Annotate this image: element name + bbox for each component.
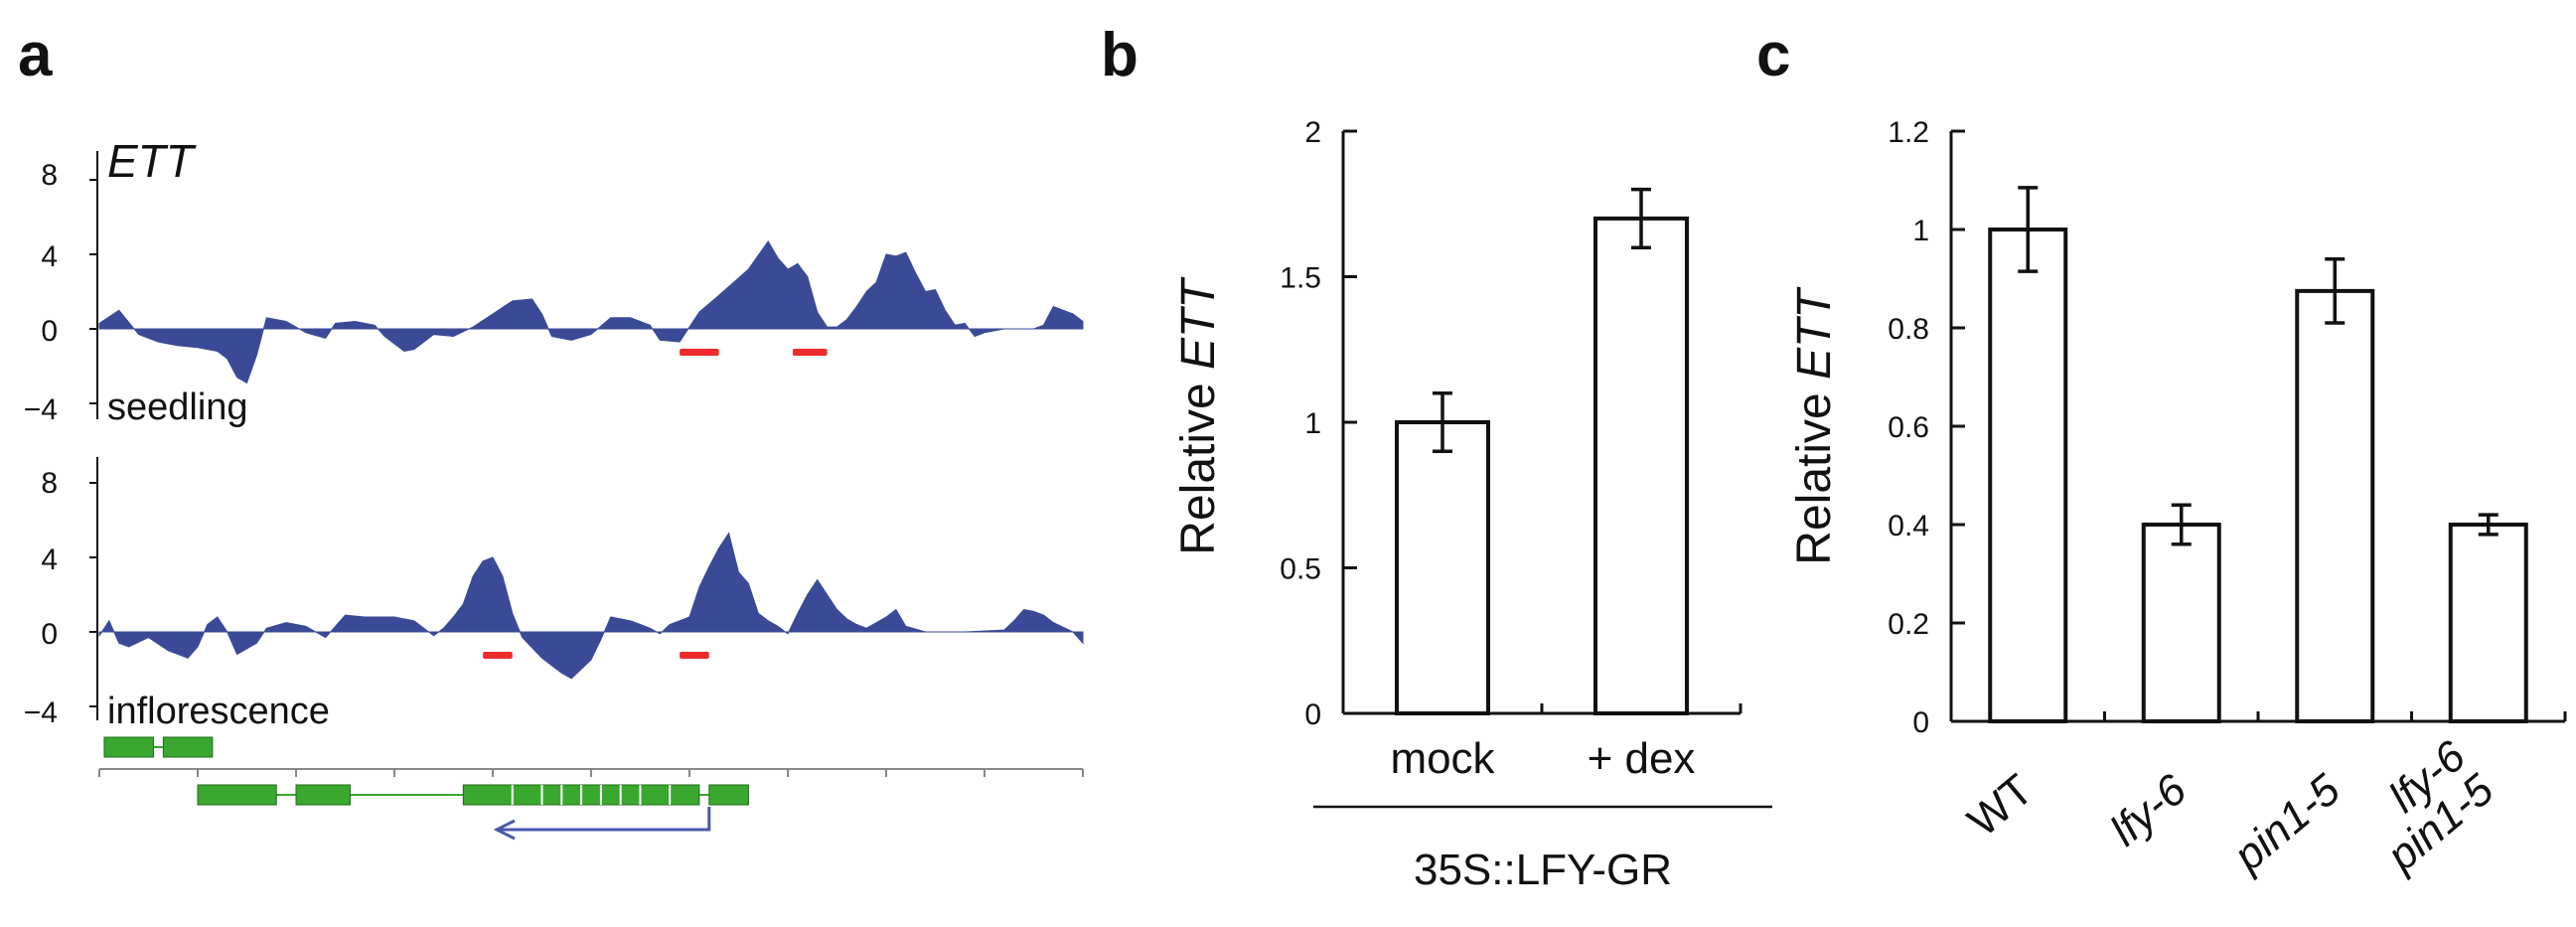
- ylabel-prefix: Relative: [1172, 370, 1225, 555]
- inflorescence-peak: [680, 652, 709, 659]
- seedling-tick-label: 8: [41, 159, 58, 192]
- c-chart-y-tick-label: 1: [1912, 215, 1929, 247]
- seedling-peak: [680, 349, 719, 356]
- panel-c-letter: c: [1756, 21, 1790, 89]
- panel-b-y-axis-title: Relative ETT: [1172, 276, 1225, 555]
- panel-c: c Relative ETT 00.20.40.60.811.2WT lfy-6 p…: [1756, 21, 2567, 882]
- inflorescence-peak-marks: [483, 652, 709, 659]
- b-chart-y-tick-label: 0: [1304, 698, 1321, 731]
- b-chart-y-tick-label: 1: [1304, 407, 1321, 440]
- panel-c-y-axis-title: Relative ETT: [1788, 286, 1841, 565]
- b-chart-bar: [1395, 420, 1490, 715]
- ylabel-prefix: Relative: [1788, 380, 1841, 565]
- gene-exon: [197, 784, 277, 806]
- seedling-track-label: seedling: [107, 386, 248, 428]
- transcription-direction-arrow: [499, 807, 711, 832]
- panel-a-gene-title: ETT: [107, 135, 197, 187]
- gene-exon: [295, 784, 351, 806]
- seedling-tick-label: −4: [24, 393, 58, 426]
- panel-c-chart: 00.20.40.60.811.2WT lfy-6 pin1-5 lfy-6pin1-…: [1888, 116, 2567, 882]
- panel-b-chart: 0 0.5 1 1.5 2 mock + dex: [1280, 116, 1743, 783]
- inflorescence-track-label: inflorescence: [107, 691, 330, 732]
- inflorescence-tick-label: 0: [41, 618, 58, 651]
- panel-b-letter: b: [1101, 21, 1138, 89]
- seedling-tick-marks: [89, 179, 97, 404]
- panel-b-group-label: 35S::LFY-GR: [1414, 846, 1672, 894]
- inflorescence-peak: [483, 652, 513, 659]
- c-chart-y-tick-label: 0.6: [1888, 411, 1929, 444]
- ylabel-gene: ETT: [1788, 286, 1841, 380]
- seedling-peak-marks: [680, 349, 828, 356]
- c-chart-bar: [2141, 523, 2221, 723]
- c-chart-bar: [1988, 228, 2068, 723]
- c-chart-bar: [2295, 288, 2375, 723]
- panel-c-category-label: lfy-6: [2101, 765, 2197, 855]
- panel-a-letter: a: [18, 21, 53, 89]
- c-chart-y-tick-label: 0.4: [1888, 510, 1929, 542]
- b-chart-y-tick-label: 2: [1304, 116, 1321, 149]
- arrow-head: [493, 819, 516, 841]
- c-chart-y-tick-label: 0.2: [1888, 608, 1929, 641]
- b-chart-bar: [1593, 216, 1689, 715]
- seedling-tick-label: 0: [41, 315, 58, 348]
- panel-b-category-label: mock: [1390, 734, 1495, 783]
- ylabel-gene: ETT: [1172, 276, 1225, 370]
- c-chart-y-tick-label: 1.2: [1888, 116, 1929, 149]
- inflorescence-tick-label: −4: [24, 696, 58, 729]
- inflorescence-tick-marks: [89, 482, 97, 707]
- b-chart-y-tick-label: 1.5: [1280, 262, 1321, 295]
- inflorescence-signal-area: [98, 532, 1084, 680]
- seedling-signal-area: [98, 239, 1084, 385]
- seedling-tick-label: 4: [41, 240, 58, 273]
- gene-model: [98, 736, 1084, 841]
- panel-b-category-label: + dex: [1588, 734, 1696, 783]
- c-chart-y-tick-label: 0: [1912, 706, 1929, 739]
- b-chart-y-tick-label: 0.5: [1280, 553, 1321, 586]
- inflorescence-tick-label: 8: [41, 467, 58, 500]
- seedling-peak: [792, 349, 828, 356]
- inflorescence-tick-label: 4: [41, 543, 58, 576]
- c-chart-y-tick-label: 0.8: [1888, 313, 1929, 346]
- panel-c-category-label: WT: [1959, 765, 2043, 847]
- panel-c-category-label: lfy-6pin1-5: [2349, 731, 2502, 881]
- gene-exon: [708, 784, 749, 806]
- panel-a: a ETT 8 4 0 −4 seedling 8 4 0 −4 inflore…: [18, 21, 1084, 841]
- gene-exon: [103, 736, 154, 758]
- c-chart-bar: [2448, 523, 2528, 723]
- panel-c-category-label: pin1-5: [2223, 765, 2349, 882]
- gene-exon: [162, 736, 214, 758]
